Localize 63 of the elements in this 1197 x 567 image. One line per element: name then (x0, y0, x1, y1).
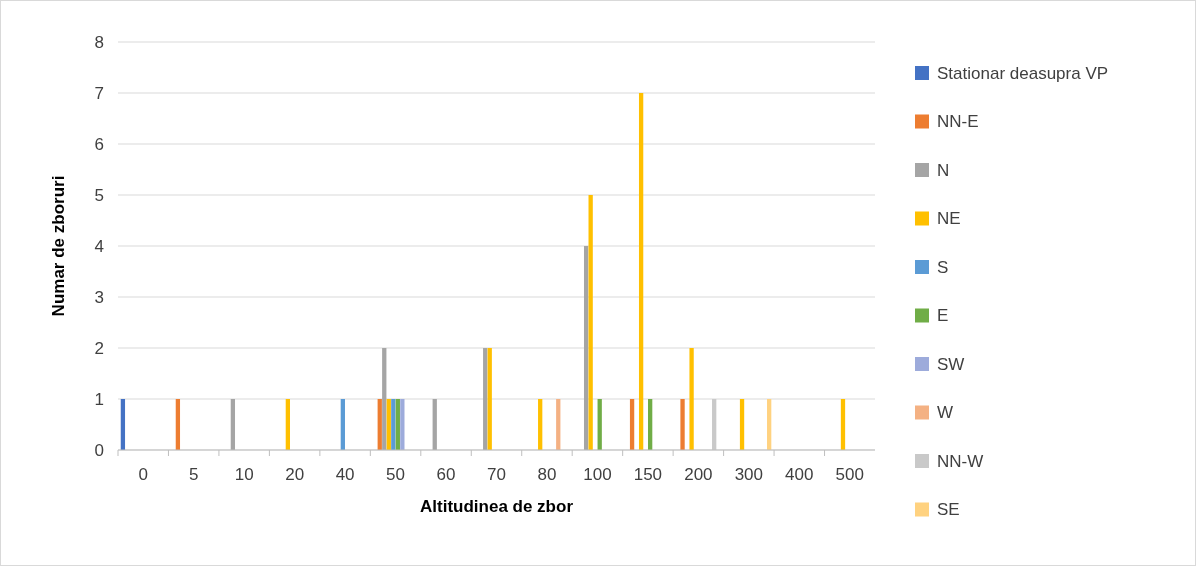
x-tick-label: 400 (785, 465, 814, 484)
bar (538, 399, 543, 450)
x-tick-label: 80 (537, 465, 557, 484)
bar (487, 348, 492, 450)
legend-label: NE (937, 209, 961, 229)
legend-label: Stationar deasupra VP (937, 63, 1109, 83)
y-tick-label: 2 (94, 338, 104, 358)
y-tick-label: 0 (94, 440, 104, 460)
bar (377, 399, 382, 450)
bar (120, 399, 126, 450)
bar (767, 399, 772, 450)
bar (597, 399, 602, 450)
x-tick-label: 50 (386, 465, 406, 484)
y-tick-label: 1 (94, 389, 104, 409)
y-tick-label: 8 (94, 32, 104, 52)
bar (739, 399, 745, 450)
bar (386, 399, 391, 450)
bar (175, 399, 181, 450)
bar (556, 399, 561, 450)
legend-label: SE (937, 500, 960, 520)
bar (680, 399, 685, 450)
x-tick-label: 500 (835, 465, 864, 484)
legend-label: NN-E (937, 112, 979, 132)
bar (340, 399, 345, 450)
x-tick-label: 60 (436, 465, 456, 484)
bar (285, 399, 290, 450)
bar (432, 399, 437, 450)
y-tick-label: 3 (94, 287, 104, 307)
bar (230, 399, 236, 450)
x-tick-label: 300 (734, 465, 764, 484)
legend-label: NN-W (937, 451, 984, 471)
bar (382, 348, 387, 450)
bar (629, 399, 635, 450)
x-tick-label: 5 (188, 465, 199, 484)
x-tick-label: 20 (285, 465, 305, 484)
x-axis-title: Altitudinea de zbor (420, 497, 574, 516)
legend-label: W (937, 403, 954, 423)
bar (583, 246, 589, 450)
bar (689, 348, 694, 450)
bar (648, 399, 653, 450)
y-axis-title: Numar de zboruri (49, 175, 68, 317)
legend-label: E (937, 306, 949, 326)
x-tick-label: 100 (583, 465, 612, 484)
bar (395, 399, 400, 450)
x-tick-label: 70 (487, 465, 506, 484)
legend-label: SW (937, 354, 965, 374)
x-tick-label: 0 (138, 465, 148, 484)
x-tick-label: 150 (633, 465, 663, 484)
bar (400, 399, 405, 450)
legend-label: N (937, 160, 950, 180)
bar (483, 348, 488, 450)
x-tick-label: 40 (335, 465, 355, 484)
bar (391, 399, 396, 450)
x-tick-label: 10 (234, 465, 254, 484)
bar (588, 195, 593, 450)
y-tick-label: 6 (94, 134, 104, 154)
legend-label: S (937, 257, 949, 277)
y-tick-label: 4 (94, 236, 104, 256)
y-tick-label: 7 (94, 83, 104, 103)
y-tick-label: 5 (94, 185, 104, 205)
x-tick-label: 200 (684, 465, 713, 484)
bar (638, 93, 644, 450)
bar (840, 399, 846, 450)
